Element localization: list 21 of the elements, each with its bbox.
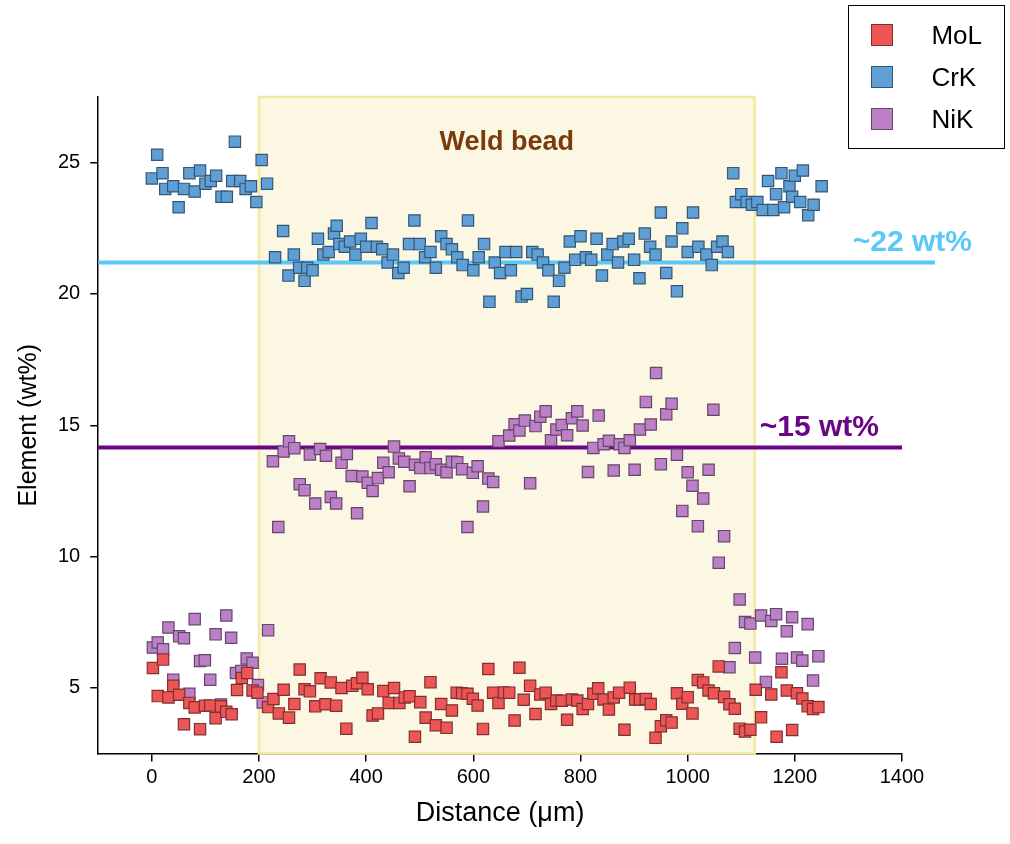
y-tick-label: 5 [69, 675, 81, 698]
x-tick-label: 800 [563, 765, 598, 788]
band-label: Weld bead [439, 126, 575, 157]
y-axis-title: Element (wt%) [12, 344, 41, 507]
y-tick-label: 15 [58, 412, 81, 435]
x-tick-label: 1400 [879, 765, 925, 788]
x-tick-label: 1200 [772, 765, 818, 788]
legend-label: MoL [931, 19, 982, 51]
x-tick-label: 600 [456, 765, 491, 788]
y-tick-label: 20 [58, 281, 81, 304]
x-axis-title: Distance (μm) [415, 797, 585, 828]
x-tick-label: 200 [242, 765, 276, 788]
legend-label: CrK [931, 61, 977, 93]
x-tick-label: 0 [146, 765, 158, 788]
ref-line-label: ~22 wt% [852, 223, 972, 257]
x-tick-label: 1000 [665, 765, 710, 788]
y-tick-label: 10 [58, 544, 81, 567]
legend-label: NiK [931, 103, 974, 135]
y-tick-label: 25 [58, 150, 81, 173]
ref-line-label: ~15 wt% [759, 408, 879, 442]
x-tick-label: 400 [349, 765, 383, 788]
